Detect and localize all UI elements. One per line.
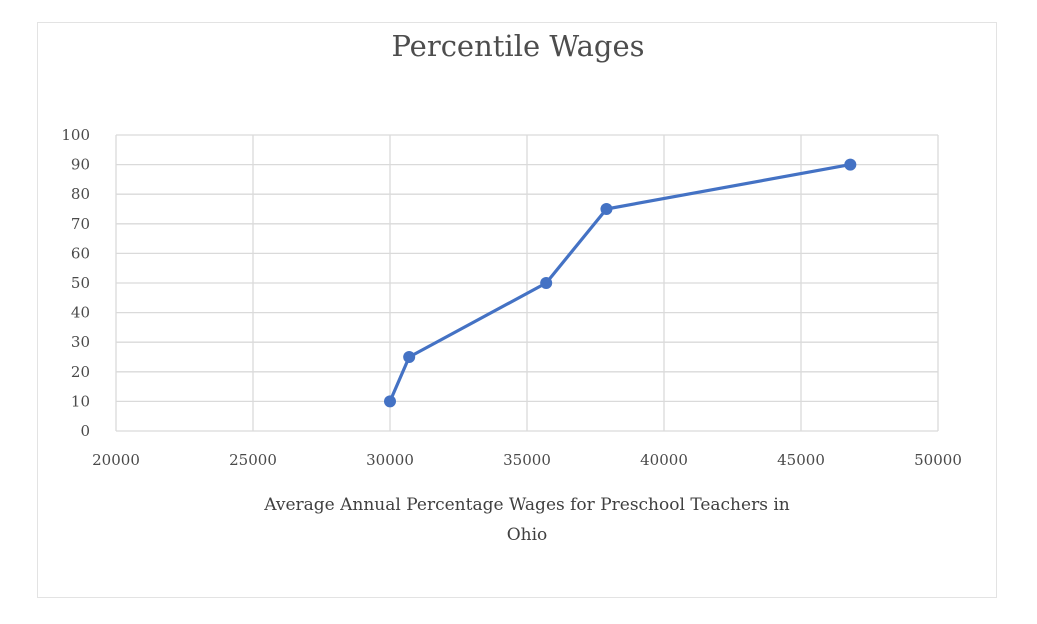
y-tick-label: 10: [71, 392, 90, 410]
chart-container: [37, 22, 997, 598]
data-point: [384, 395, 396, 408]
y-tick-label: 20: [71, 363, 90, 381]
data-point: [600, 203, 613, 215]
chart-title: Percentile Wages: [391, 29, 644, 63]
y-tick-label: 30: [71, 333, 90, 351]
grid-lines: [115, 134, 939, 432]
y-tick-label: 50: [71, 274, 90, 292]
data-point: [540, 277, 553, 289]
x-tick-label: 25000: [229, 451, 277, 469]
x-tick-label: 20000: [92, 451, 140, 469]
x-tick-label: 45000: [777, 451, 825, 469]
y-tick-label: 40: [71, 304, 90, 322]
x-axis-label-line-1: Average Annual Percentage Wages for Pres…: [263, 495, 789, 515]
x-tick-label: 40000: [640, 451, 688, 469]
series-layer: [384, 158, 857, 408]
x-axis-label-line-2: Ohio: [507, 525, 548, 545]
x-tick-label: 35000: [503, 451, 551, 469]
y-tick-label: 90: [71, 156, 90, 174]
tick-labels: 0 10 20 30 40 50 60 70 80 90 100 20000 25000 30000 350…: [61, 126, 962, 469]
x-tick-label: 30000: [366, 451, 414, 469]
y-tick-label: 100: [61, 126, 90, 144]
data-point: [844, 158, 857, 171]
y-tick-label: 0: [80, 422, 90, 440]
y-tick-label: 70: [71, 215, 90, 233]
y-tick-label: 60: [71, 244, 90, 262]
data-point: [403, 351, 416, 363]
x-tick-label: 50000: [914, 451, 962, 469]
y-tick-label: 80: [71, 185, 90, 203]
